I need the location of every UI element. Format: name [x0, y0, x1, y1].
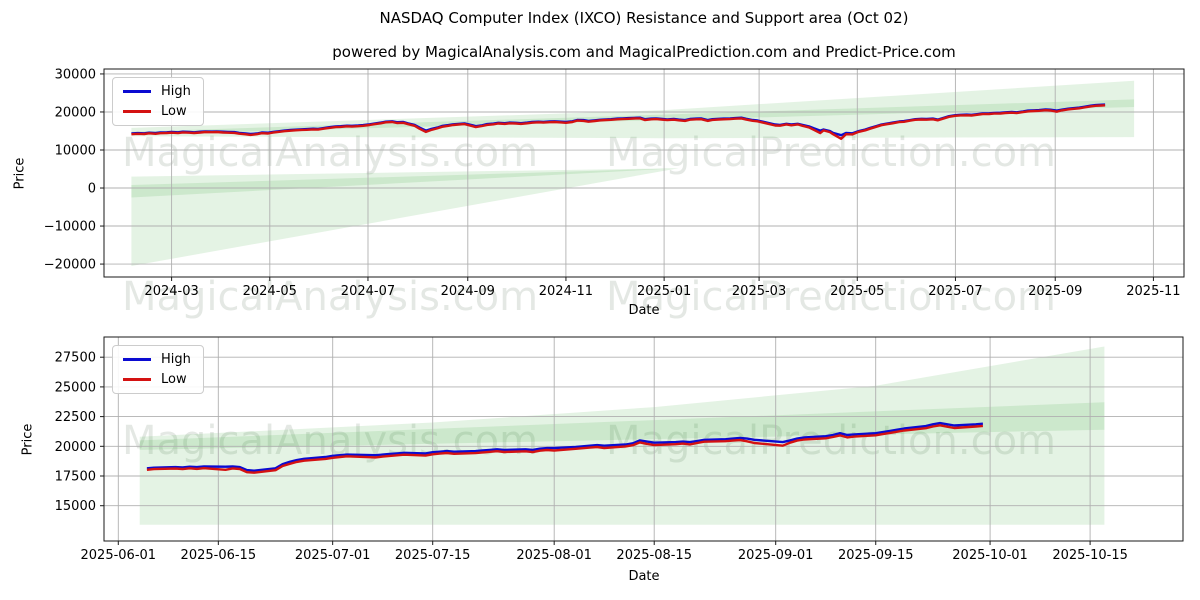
y-tick-label: 20000 [55, 440, 96, 455]
legend-label-high: High [161, 352, 191, 367]
y-tick-label: 15000 [55, 499, 96, 514]
y-tick-label: 30000 [55, 67, 96, 82]
legend-label-low: Low [161, 372, 187, 387]
x-tick-label: 2025-06-01 [81, 548, 157, 563]
watermark: MagicalAnalysis.com [122, 274, 539, 320]
x-tick-label: 2025-07-01 [295, 548, 371, 563]
y-axis-label-bottom: Price [20, 423, 36, 456]
low-line-swatch [123, 378, 151, 381]
y-tick-label: 25000 [55, 380, 96, 395]
low-series-line [131, 104, 1106, 140]
x-tick-label: 2024-07 [341, 284, 395, 299]
legend-label-high: High [161, 84, 191, 99]
x-tick-label: 2025-08-01 [516, 548, 592, 563]
axes-frame [103, 68, 1185, 278]
y-tick-label: 0 [88, 182, 96, 197]
page-title: NASDAQ Computer Index (IXCO) Resistance … [379, 9, 909, 27]
x-tick-label: 2025-05 [830, 284, 884, 299]
x-axis-label-top: Date [628, 303, 660, 318]
x-tick-label: 2024-09 [441, 284, 495, 299]
page-subtitle: powered by MagicalAnalysis.com and Magic… [332, 43, 956, 61]
y-tick-label: −20000 [44, 258, 96, 273]
watermark: MagicalPrediction.com [606, 130, 1056, 176]
y-tick-label: 22500 [55, 410, 96, 425]
x-tick-label: 2025-09-15 [838, 548, 914, 563]
high-series-line [146, 421, 984, 472]
watermark: MagicalAnalysis.com [122, 130, 539, 176]
y-tick-label: 20000 [55, 105, 96, 120]
legend-item-high: High [123, 353, 191, 366]
high-line-swatch [123, 358, 151, 361]
x-tick-label: 2025-08-15 [616, 548, 692, 563]
legend-label-low: Low [161, 104, 187, 119]
support-wedge-inner-area [131, 168, 679, 198]
x-tick-label: 2025-06-15 [181, 548, 257, 563]
legend-item-low: Low [123, 105, 191, 118]
x-tick-label: 2024-11 [539, 284, 593, 299]
forecast-band-inner-area [139, 402, 1105, 450]
y-tick-label: −10000 [44, 220, 96, 235]
low-series-line [146, 424, 984, 474]
x-tick-label: 2025-03 [732, 284, 786, 299]
axes-frame [103, 336, 1184, 542]
y-tick-label: 27500 [55, 351, 96, 366]
y-axis-label-top: Price [12, 157, 28, 190]
x-tick-label: 2024-03 [144, 284, 198, 299]
x-axis-label-bottom: Date [628, 569, 660, 584]
forecast-fan-area [139, 346, 1105, 525]
x-tick-label: 2025-10-15 [1052, 548, 1128, 563]
legend-item-high: High [123, 85, 191, 98]
legend-item-low: Low [123, 373, 191, 386]
x-tick-label: 2025-07-15 [395, 548, 471, 563]
support-wedge-area [131, 168, 679, 266]
x-tick-label: 2025-09 [1028, 284, 1082, 299]
x-tick-label: 2025-07 [928, 284, 982, 299]
watermark: MagicalPrediction.com [606, 274, 1056, 320]
x-tick-label: 2024-05 [243, 284, 297, 299]
low-line-swatch [123, 110, 151, 113]
x-tick-label: 2025-01 [637, 284, 691, 299]
high-line-swatch [123, 90, 151, 93]
x-tick-label: 2025-11 [1126, 284, 1180, 299]
x-tick-label: 2025-10-01 [952, 548, 1028, 563]
x-tick-label: 2025-09-01 [738, 548, 814, 563]
legend-top: High Low [112, 77, 204, 126]
y-tick-label: 17500 [55, 470, 96, 485]
legend-bottom: High Low [112, 345, 204, 394]
y-tick-label: 10000 [55, 143, 96, 158]
